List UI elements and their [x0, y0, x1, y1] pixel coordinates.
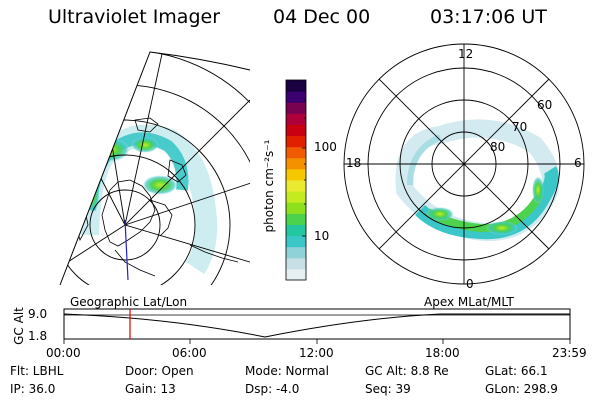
- aurora-blob: [90, 138, 130, 162]
- colorbar-segment: [286, 213, 306, 225]
- colorbar-tick-10: 10: [314, 229, 330, 243]
- timeline-ytick-min: 1.8: [28, 329, 48, 343]
- colorbar-segment: [286, 157, 306, 170]
- colorbar-segment: [286, 246, 306, 259]
- timeline-xtick: 18:00: [425, 346, 460, 360]
- lat-label-80: 80: [490, 140, 506, 154]
- timeline-plot: [63, 308, 571, 344]
- info-ip: IP: 36.0: [10, 382, 56, 396]
- polar-map-label: Apex MLat/MLT: [424, 295, 514, 309]
- lat-label-60: 60: [537, 98, 553, 112]
- colorbar-segment: [286, 268, 306, 281]
- date-label: 04 Dec 00: [273, 6, 371, 28]
- colorbar-segment: [286, 180, 306, 192]
- polar-map: [343, 43, 585, 285]
- mlt-label-0: 0: [466, 277, 474, 291]
- altitude-curve: [63, 313, 570, 338]
- aurora-blob: [426, 207, 454, 221]
- aurora-blob: [84, 177, 100, 213]
- colorbar-segment: [286, 124, 306, 137]
- geo-map-label: Geographic Lat/Lon: [70, 295, 188, 309]
- aurora-blob: [532, 176, 544, 204]
- colorbar-segment: [286, 135, 306, 148]
- aurora-blob: [486, 221, 518, 235]
- colorbar-unit-label: photon cm⁻²s⁻¹: [262, 139, 276, 233]
- mlt-label-6: 6: [574, 156, 582, 170]
- info-dsp: Dsp: -4.0: [245, 382, 300, 396]
- lat-label-70: 70: [512, 120, 528, 134]
- aurora-blob: [142, 175, 178, 195]
- info-seq: Seq: 39: [365, 382, 411, 396]
- colorbar-segment: [286, 80, 306, 92]
- info-glat: GLat: 66.1: [485, 364, 548, 378]
- info-mode: Mode: Normal: [245, 364, 329, 378]
- colorbar-segment: [286, 257, 306, 270]
- geographic-map: [60, 52, 250, 285]
- colorbar-segment: [286, 91, 306, 103]
- info-gain: Gain: 13: [125, 382, 176, 396]
- timeline-ytick-max: 9.0: [28, 307, 48, 321]
- info-glon: GLon: 298.9: [485, 382, 558, 396]
- colorbar-segment: [286, 202, 306, 214]
- aurora-blob: [131, 137, 159, 153]
- colorbar-segment: [286, 191, 306, 203]
- time-label: 03:17:06 UT: [430, 6, 547, 28]
- colorbar-segment: [286, 102, 306, 114]
- timeline-axis-label: GC Alt: [12, 307, 26, 345]
- color-bar: [286, 80, 306, 281]
- colorbar-segment: [286, 224, 306, 237]
- info-gc-alt: GC Alt: 8.8 Re: [365, 364, 449, 378]
- timeline-xtick: 00:00: [46, 346, 81, 360]
- colorbar-segment: [286, 113, 306, 125]
- timeline-xtick: 23:59: [552, 346, 587, 360]
- colorbar-segment: [286, 168, 306, 181]
- mlt-label-12: 12: [458, 47, 474, 61]
- timeline-xtick: 12:00: [299, 346, 334, 360]
- info-door: Door: Open: [125, 364, 194, 378]
- colorbar-tick-100: 100: [314, 140, 337, 154]
- colorbar-segment: [286, 146, 306, 159]
- timeline-xtick: 06:00: [172, 346, 207, 360]
- colorbar-segment: [286, 235, 306, 248]
- info-filter: Flt: LBHL: [10, 364, 64, 378]
- mlt-label-18: 18: [346, 156, 362, 170]
- app-title: Ultraviolet Imager: [48, 6, 221, 28]
